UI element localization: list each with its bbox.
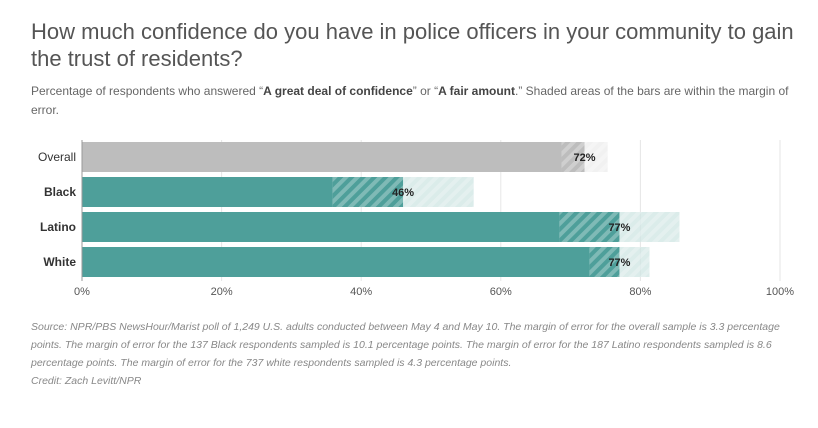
x-tick-label: 80% xyxy=(629,286,651,298)
source-note: Source: NPR/PBS NewsHour/Marist poll of … xyxy=(31,321,780,369)
x-tick-label: 100% xyxy=(766,286,794,298)
category-label: Overall xyxy=(38,150,76,164)
category-label: White xyxy=(43,255,76,269)
x-tick-label: 40% xyxy=(350,286,372,298)
data-label: 46% xyxy=(392,187,414,199)
data-label: 77% xyxy=(608,222,630,234)
chart-footer: Source: NPR/PBS NewsHour/Marist poll of … xyxy=(31,318,801,390)
subtitle-text-start: Percentage of respondents who answered “ xyxy=(31,84,264,98)
bar-margin-lower-hatch xyxy=(561,142,585,172)
data-label: 77% xyxy=(608,257,630,269)
x-tick-label: 60% xyxy=(490,286,512,298)
bar-margin-upper-hatch xyxy=(619,247,650,277)
bar xyxy=(82,212,560,242)
bars: Overall 72% Black 46% Latino 77% White 77% xyxy=(38,142,680,277)
bar-margin-lower-hatch xyxy=(559,212,620,242)
x-axis: 0% 20% 40% 60% 80% 100% xyxy=(74,140,794,298)
category-label: Black xyxy=(44,185,76,199)
data-label: 72% xyxy=(574,152,596,164)
bar-margin-upper-hatch xyxy=(619,212,680,242)
bar-margin-lower-hatch xyxy=(589,247,620,277)
chart-subtitle: Percentage of respondents who answered “… xyxy=(31,82,791,120)
subtitle-bold-answer-1: A great deal of confidence xyxy=(263,84,413,98)
x-tick-label: 20% xyxy=(211,286,233,298)
bar-margin-upper-hatch xyxy=(403,177,474,207)
chart-title: How much confidence do you have in polic… xyxy=(31,19,794,71)
bar-chart: Overall 72% Black 46% Latino 77% White 77% 0% 20… xyxy=(38,140,794,298)
bar-margin-lower-hatch xyxy=(332,177,404,207)
subtitle-text-end: .” Shaded areas of the bars are within t… xyxy=(31,84,789,117)
bar xyxy=(82,142,562,172)
bar xyxy=(82,177,333,207)
bar-margin-upper-hatch xyxy=(584,142,608,172)
subtitle-bold-answer-2: A fair amount xyxy=(438,84,515,98)
category-label: Latino xyxy=(40,220,76,234)
bar xyxy=(82,247,590,277)
subtitle-text-mid: ” or “ xyxy=(412,84,439,98)
x-tick-label: 0% xyxy=(74,286,90,298)
credit-line: Credit: Zach Levitt/NPR xyxy=(31,375,142,387)
